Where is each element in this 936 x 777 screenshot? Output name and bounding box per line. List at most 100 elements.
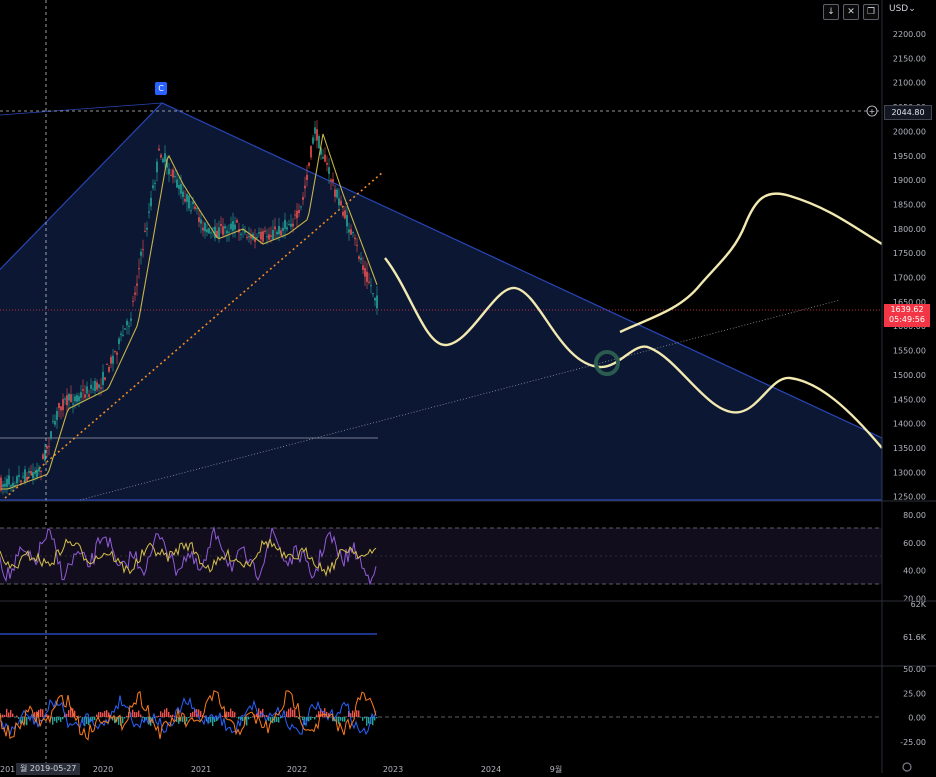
settings-gear-icon[interactable] — [903, 763, 911, 771]
candle-body — [332, 179, 334, 182]
candle-body — [358, 256, 360, 259]
candle-body — [140, 252, 142, 256]
candle-body — [246, 237, 248, 238]
currency-selector[interactable]: USD⌄ — [889, 4, 916, 14]
candle-body — [338, 198, 340, 205]
osc-histogram-bar — [234, 712, 235, 717]
candle-body — [284, 220, 286, 229]
candle-body — [324, 155, 326, 162]
candle-body — [186, 194, 188, 202]
candle-body — [310, 146, 312, 157]
osc-histogram-bar — [358, 710, 359, 717]
candle-body — [144, 231, 146, 232]
candle-body — [178, 185, 180, 189]
arrow-down-icon[interactable]: ↓ — [823, 4, 839, 20]
candle-body — [340, 201, 342, 206]
restore-icon[interactable]: ❐ — [863, 4, 879, 20]
candle-body — [112, 356, 114, 364]
last-price-tag: 1639.62 05:49:56 — [884, 304, 930, 327]
osc-histogram-bar — [340, 717, 341, 721]
osc-histogram-bar — [200, 711, 201, 717]
candle-body — [200, 219, 202, 223]
osc-histogram-bar — [294, 709, 295, 717]
candle-body — [18, 475, 20, 477]
osc-histogram-bar — [100, 712, 101, 717]
candle-body — [164, 153, 166, 162]
candle-body — [196, 208, 198, 209]
osc-histogram-bar — [106, 710, 107, 717]
candle-body — [168, 169, 170, 175]
candle-body — [134, 293, 136, 295]
osc-histogram-bar — [366, 717, 367, 726]
price-tick-label: 2200.00 — [893, 30, 926, 39]
candle-body — [68, 394, 70, 401]
candle-body — [248, 236, 250, 237]
candle-body — [306, 175, 308, 180]
chart-toolbar: ↓ ✕ ❐ — [823, 4, 879, 20]
candle-body — [142, 249, 144, 250]
osc-histogram-bar — [250, 717, 251, 718]
osc-histogram-bar — [300, 716, 301, 717]
osc-histogram-bar — [302, 717, 303, 720]
candle-body — [322, 157, 324, 159]
candle-body — [328, 167, 330, 174]
candle-body — [160, 155, 162, 158]
price-tick-label: 1300.00 — [893, 468, 926, 477]
price-tick-label: 1850.00 — [893, 200, 926, 209]
candle-body — [30, 471, 32, 474]
osc-histogram-bar — [360, 717, 361, 718]
candle-body — [78, 396, 80, 401]
pattern-marker-c[interactable]: C — [155, 82, 167, 95]
osc-histogram-bar — [162, 713, 163, 717]
candle-body — [10, 485, 12, 487]
volume-tick-label: 61.6K — [903, 633, 927, 642]
candle-body — [170, 175, 172, 176]
candle-body — [56, 411, 58, 420]
osc-histogram-bar — [170, 715, 171, 717]
osc-histogram-bar — [288, 709, 289, 717]
osc-histogram-bar — [156, 716, 157, 717]
candle-body — [132, 301, 134, 302]
candle-body — [258, 232, 260, 233]
candle-body — [108, 367, 110, 372]
osc-histogram-bar — [298, 717, 299, 719]
candle-body — [288, 224, 290, 225]
candle-body — [138, 268, 140, 269]
crosshair-date-label: 월 2019-05-27 — [16, 763, 80, 775]
close-icon[interactable]: ✕ — [843, 4, 859, 20]
candle-body — [62, 399, 64, 410]
osc-histogram-bar — [376, 717, 377, 718]
candle-body — [182, 192, 184, 198]
svg-text:+: + — [869, 107, 876, 116]
candle-body — [376, 295, 378, 308]
candle-body — [22, 476, 24, 477]
candle-body — [192, 202, 194, 204]
candle-body — [368, 282, 370, 283]
osc-histogram-bar — [192, 712, 193, 717]
osc-histogram-bar — [314, 717, 315, 719]
candle-body — [48, 446, 50, 447]
osc-histogram-bar — [290, 708, 291, 717]
price-tick-label: 1500.00 — [893, 371, 926, 380]
candle-body — [344, 210, 346, 218]
osc-histogram-bar — [286, 711, 287, 717]
price-axis[interactable]: 2200.002150.002100.002050.002000.001950.… — [893, 30, 926, 502]
price-tick-label: 1250.00 — [893, 493, 926, 502]
candle-body — [304, 186, 306, 189]
candle-body — [172, 170, 174, 178]
candle-body — [76, 395, 78, 402]
candle-body — [44, 450, 46, 461]
osc-histogram-bar — [132, 710, 133, 717]
osc-histogram-bar — [108, 712, 109, 717]
candle-body — [32, 472, 34, 478]
